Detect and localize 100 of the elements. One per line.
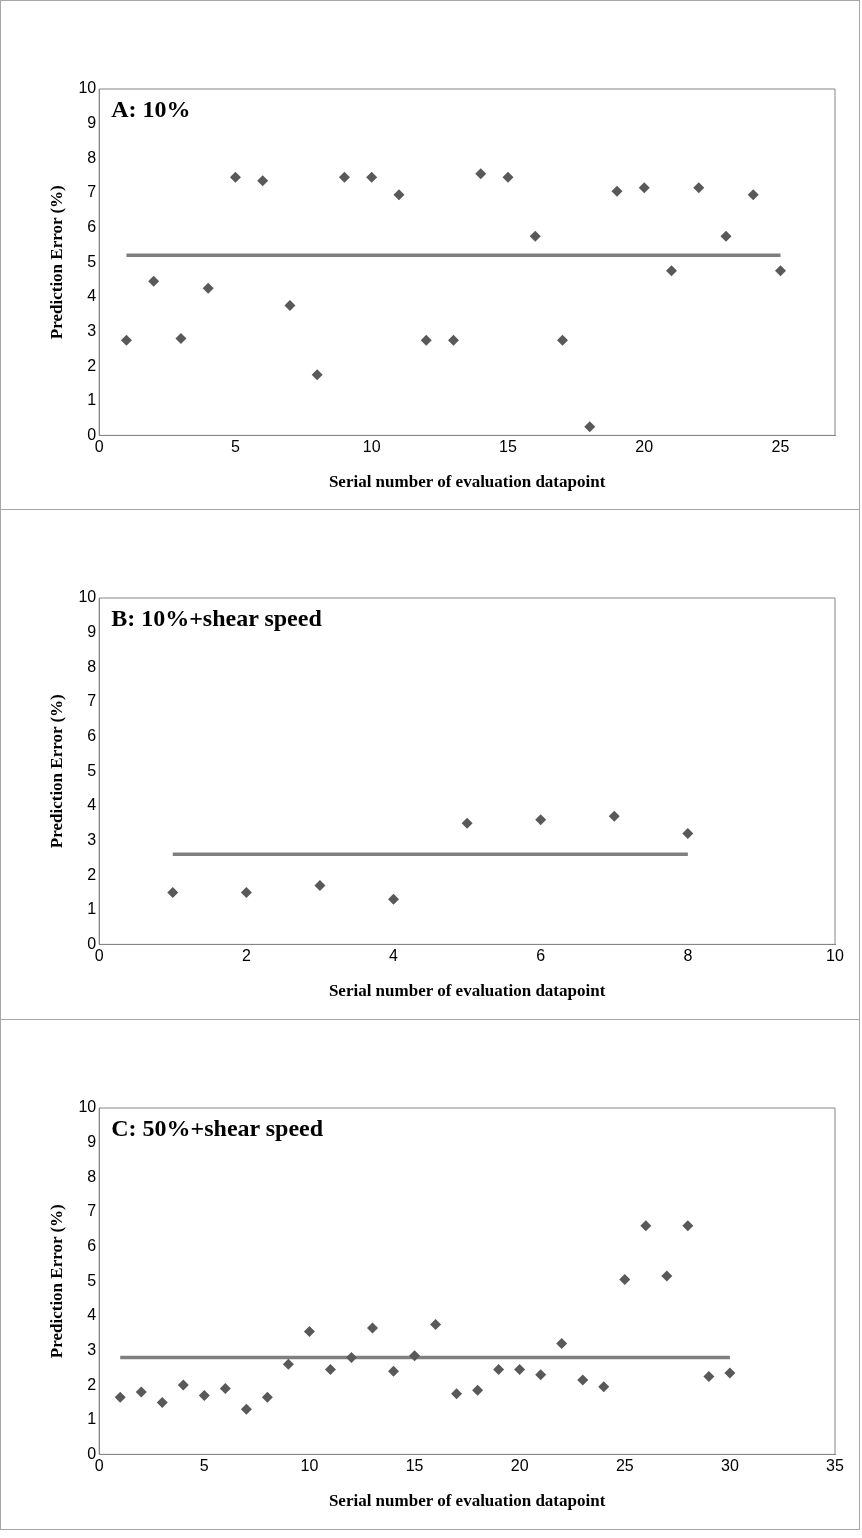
point [638, 182, 650, 194]
point [693, 182, 705, 194]
x-tick-label: 8 [683, 947, 693, 965]
point [682, 828, 694, 840]
x-tick-label: 30 [720, 1457, 739, 1475]
point [303, 1325, 315, 1337]
y-tick-label: 3 [87, 321, 97, 339]
y-tick-label: 2 [87, 865, 97, 883]
point [475, 168, 487, 180]
point [219, 1383, 231, 1395]
y-tick-label: 0 [87, 934, 97, 952]
y-tick-label: 9 [87, 1133, 97, 1151]
point [284, 300, 296, 311]
y-axis-title: Prediction Error (%) [46, 694, 66, 849]
x-tick-label: 15 [405, 1457, 424, 1475]
y-tick-label: 6 [87, 726, 97, 744]
point [611, 185, 623, 197]
x-tick-label: 20 [635, 438, 654, 456]
y-tick-label: 6 [87, 217, 97, 235]
point [366, 171, 378, 183]
point [619, 1273, 631, 1285]
point [388, 893, 400, 905]
y-tick-label: 0 [87, 1444, 97, 1462]
point [393, 189, 405, 201]
y-tick-label: 5 [87, 761, 97, 779]
x-tick-label: 10 [300, 1457, 319, 1475]
x-tick-label: 20 [510, 1457, 529, 1475]
point [584, 421, 596, 433]
point [120, 334, 132, 346]
y-tick-label: 10 [78, 79, 97, 97]
point [324, 1364, 336, 1376]
y-tick-label: 7 [87, 692, 97, 710]
y-tick-label: 3 [87, 1340, 97, 1358]
y-tick-label: 4 [87, 1306, 97, 1324]
point [156, 1396, 168, 1408]
point [493, 1364, 505, 1376]
point [514, 1364, 526, 1376]
y-tick-label: 9 [87, 623, 97, 641]
y-tick-label: 4 [87, 796, 97, 814]
point [148, 275, 160, 287]
point [430, 1319, 442, 1330]
x-tick-label: 10 [362, 438, 381, 456]
point [598, 1381, 610, 1393]
y-tick-label: 2 [87, 1375, 97, 1393]
x-tick-label: 6 [536, 947, 546, 965]
x-tick-label: 25 [771, 438, 790, 456]
point [257, 175, 269, 187]
y-tick-label: 5 [87, 252, 97, 270]
y-tick-label: 5 [87, 1271, 97, 1289]
y-tick-label: 1 [87, 1410, 97, 1428]
x-tick-label: 35 [826, 1457, 844, 1475]
x-axis-title: Serial number of evaluation datapoint [328, 1491, 606, 1511]
point [135, 1386, 147, 1398]
x-tick-label: 25 [615, 1457, 634, 1475]
x-axis-title: Serial number of evaluation datapoint [328, 472, 606, 492]
y-tick-label: 8 [87, 1167, 97, 1185]
point [461, 817, 473, 829]
x-tick-label: 2 [241, 947, 251, 965]
point [529, 230, 541, 242]
x-tick-label: 4 [389, 947, 399, 965]
x-tick-label: 15 [499, 438, 517, 456]
chart-title: A: 10% [111, 96, 191, 123]
y-tick-label: 2 [87, 356, 97, 374]
point [409, 1350, 421, 1362]
x-tick-label: 5 [231, 438, 240, 456]
y-tick-label: 7 [87, 1202, 97, 1220]
point [240, 886, 252, 898]
point [175, 332, 187, 344]
point [240, 1403, 252, 1415]
point [367, 1322, 378, 1334]
point [451, 1388, 463, 1400]
y-tick-label: 1 [87, 900, 97, 918]
y-tick-label: 9 [87, 114, 97, 132]
point [261, 1391, 273, 1403]
point [556, 334, 568, 346]
point [311, 369, 323, 381]
y-tick-label: 4 [87, 287, 97, 305]
point [747, 189, 759, 201]
point [420, 334, 432, 346]
point [640, 1220, 652, 1232]
point [535, 1369, 547, 1381]
y-tick-label: 3 [87, 830, 97, 848]
point [502, 171, 514, 183]
point [177, 1379, 189, 1391]
point [198, 1390, 210, 1402]
point [665, 265, 677, 277]
y-tick-label: 8 [87, 657, 97, 675]
x-tick-label: 5 [199, 1457, 209, 1475]
point [703, 1370, 715, 1382]
y-tick-label: 7 [87, 183, 97, 201]
point [345, 1351, 357, 1363]
point [114, 1391, 126, 1403]
x-axis-title: Serial number of evaluation datapoint [328, 981, 606, 1001]
x-tick-label: 10 [826, 947, 844, 965]
point [167, 886, 179, 898]
point [447, 334, 459, 346]
point [202, 282, 214, 294]
point [724, 1367, 736, 1379]
point [229, 171, 241, 183]
chart-title: C: 50%+shear speed [111, 1115, 324, 1142]
